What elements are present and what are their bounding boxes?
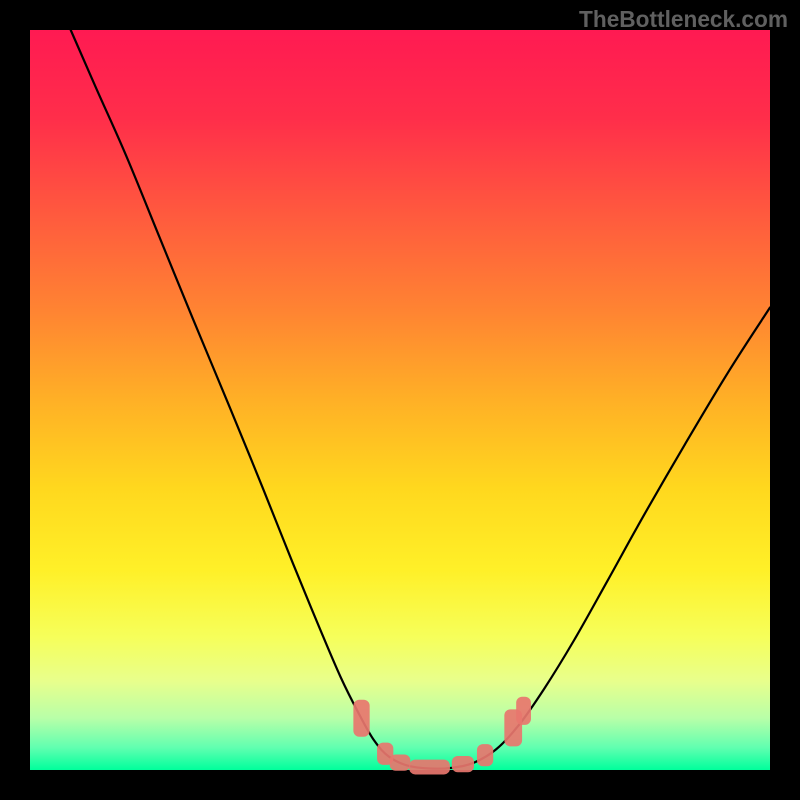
plot-background [30, 30, 770, 770]
highlight-marker [409, 760, 450, 775]
chart-stage: TheBottleneck.com [0, 0, 800, 800]
highlight-marker [390, 754, 411, 770]
bottleneck-curve-chart [0, 0, 800, 800]
highlight-marker [516, 697, 531, 725]
highlight-marker [477, 744, 493, 766]
watermark-text: TheBottleneck.com [579, 6, 788, 33]
highlight-marker [452, 756, 474, 772]
highlight-marker [353, 700, 369, 737]
